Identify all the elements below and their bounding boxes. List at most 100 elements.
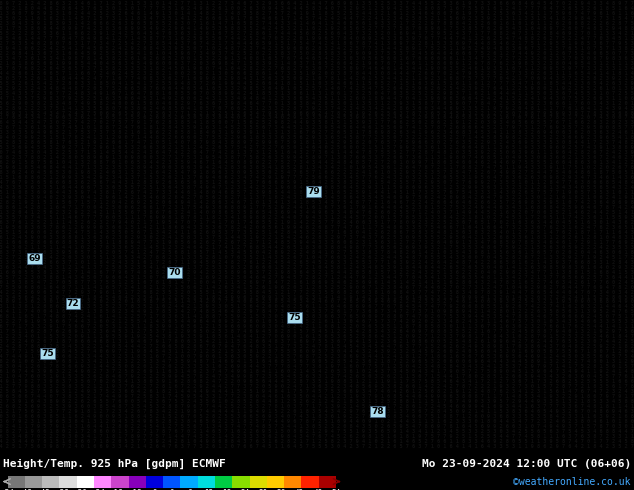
Text: 8 4 4 5 6 1 4 4 8 4 4 9 4 2 2 1 0 4 7 6 0 5 1 9 1 5 3 5 3 6 2 8 4 6 7 9 2 2 2 2 : 8 4 4 5 6 1 4 4 8 4 4 9 4 2 2 1 0 4 7 6 …	[0, 374, 634, 379]
Text: 7 8 2 6 6 4 2 7 9 6 8 9 3 5 4 9 1 3 8 2 7 3 9 8 3 7 3 5 6 7 0 2 6 5 4 1 3 8 0 3 : 7 8 2 6 6 4 2 7 9 6 8 9 3 5 4 9 1 3 8 2 …	[0, 379, 634, 384]
Text: 1 7 3 1 8 1 2 1 1 0 1 2 1 5 6 3 3 4 8 7 0 2 2 2 5 3 0 3 4 1 7 1 8 1 7 8 9 7 7 5 : 1 7 3 1 8 1 2 1 1 0 1 2 1 5 6 3 3 4 8 7 …	[0, 434, 634, 439]
Text: 2 0 5 8 1 3 9 4 2 3 3 1 6 5 5 5 0 2 1 1 6 1 6 2 1 1 4 5 7 1 5 7 3 1 1 1 8 3 4 7 : 2 0 5 8 1 3 9 4 2 3 3 1 6 5 5 5 0 2 1 1 …	[0, 16, 634, 21]
Text: -30: -30	[74, 489, 87, 490]
Text: 9 3 5 9 5 3 4 1 1 0 8 6 2 2 6 8 2 3 7 8 8 2 1 4 2 8 0 5 8 9 6 9 1 3 0 9 8 0 0 3 : 9 3 5 9 5 3 4 1 1 0 8 6 2 2 6 8 2 3 7 8 …	[0, 155, 634, 160]
Text: 2 2 2 4 2 0 1 8 1 1 4 2 9 8 3 4 3 0 2 1 1 5 1 1 4 4 1 0 2 2 7 8 3 3 6 5 2 1 4 5 : 2 2 2 4 2 0 1 8 1 1 4 2 9 8 3 4 3 0 2 1 …	[0, 245, 634, 250]
Bar	[267, 475, 284, 488]
Text: 2 1 6 2 6 1 8 7 1 0 1 7 2 5 4 7 4 4 9 1 7 1 4 8 6 6 2 3 3 4 4 3 3 2 3 1 8 5 1 6 : 2 1 6 2 6 1 8 7 1 0 1 7 2 5 4 7 4 4 9 1 …	[0, 354, 634, 359]
Text: 3 8 6 2 7 3 7 2 5 3 2 8 2 1 3 6 7 9 2 3 1 5 9 6 5 3 8 4 1 3 1 2 0 4 5 3 4 9 6 5 : 3 8 6 2 7 3 7 2 5 3 2 8 2 1 3 6 7 9 2 3 …	[0, 419, 634, 424]
Text: 6 1 3 6 1 3 6 7 4 9 8 4 1 7 2 7 5 3 5 4 8 2 8 0 7 8 3 1 7 7 3 4 7 2 5 4 2 7 3 8 : 6 1 3 6 1 3 6 7 4 9 8 4 1 7 2 7 5 3 5 4 …	[0, 41, 634, 46]
Text: 7 6 2 1 3 7 6 6 7 2 3 0 8 5 2 1 6 6 6 2 8 6 6 6 8 8 5 3 3 7 5 1 1 8 8 9 4 7 7 3 : 7 6 2 1 3 7 6 6 7 2 3 0 8 5 2 1 6 6 6 2 …	[0, 240, 634, 245]
Text: 1 3 3 4 2 2 5 1 6 9 4 8 1 0 6 7 7 1 7 3 3 2 9 1 7 5 6 6 7 2 0 5 3 1 2 3 1 1 8 3 : 1 3 3 4 2 2 5 1 6 9 4 8 1 0 6 7 7 1 7 3 …	[0, 324, 634, 329]
Text: 7 1 1 8 7 8 6 3 8 2 2 8 6 8 1 9 5 6 8 3 6 5 7 8 6 1 2 9 9 9 0 3 6 6 1 5 1 4 2 1 : 7 1 1 8 7 8 6 3 8 2 2 8 6 8 1 9 5 6 8 3 …	[0, 225, 634, 230]
Text: 1 3 2 9 3 7 3 1 8 0 1 3 6 3 1 3 2 0 4 1 2 5 6 2 3 2 9 2 2 4 2 1 1 5 5 6 7 3 8 6 : 1 3 2 9 3 7 3 1 8 0 1 3 6 3 1 3 2 0 4 1 …	[0, 210, 634, 215]
Text: 54: 54	[332, 489, 340, 490]
Bar	[77, 475, 94, 488]
Text: 9 4 8 4 8 1 1 8 9 3 3 4 3 2 8 2 6 1 0 6 3 6 1 9 6 8 1 3 3 4 2 1 3 2 3 2 2 5 3 3 : 9 4 8 4 8 1 1 8 9 3 3 4 3 2 8 2 6 1 0 6 …	[0, 359, 634, 364]
Text: -18: -18	[110, 489, 124, 490]
Bar	[25, 475, 42, 488]
Text: 3 2 2 1 2 0 7 2 6 5 7 9 3 1 6 0 2 1 8 0 4 4 6 2 8 6 4 3 7 6 3 3 0 1 1 0 1 7 7 7 : 3 2 2 1 2 0 7 2 6 5 7 9 3 1 6 0 2 1 8 0 …	[0, 6, 634, 11]
Text: 8 7 4 9 1 5 2 3 9 8 1 2 5 1 5 5 2 2 2 8 3 5 3 6 1 1 6 6 2 3 9 1 2 4 2 5 6 4 5 4 : 8 7 4 9 1 5 2 3 9 8 1 2 5 1 5 5 2 2 2 8 …	[0, 31, 634, 36]
Text: 30: 30	[259, 489, 268, 490]
Text: 2 4 5 4 7 2 6 7 7 7 8 1 6 9 5 2 9 2 3 2 4 3 4 8 4 4 8 7 2 0 5 7 5 2 6 6 5 8 7 6 : 2 4 5 4 7 2 6 7 7 7 8 1 6 9 5 2 9 2 3 2 …	[0, 86, 634, 91]
Text: 24: 24	[240, 489, 249, 490]
Text: -12: -12	[129, 489, 142, 490]
Text: 2 0 7 2 1 6 3 3 2 7 2 2 3 2 3 1 1 3 8 1 2 8 8 6 2 3 2 1 3 5 3 5 2 3 7 8 3 5 2 1 : 2 0 7 2 1 6 3 3 2 7 2 2 3 2 3 1 1 3 8 1 …	[0, 304, 634, 310]
Text: 9 2 8 3 4 4 2 9 8 9 9 6 4 7 0 7 4 6 3 3 0 4 3 2 2 5 3 7 1 5 1 4 5 5 4 4 2 4 3 6 : 9 2 8 3 4 4 2 9 8 9 9 6 4 7 0 7 4 6 3 3 …	[0, 150, 634, 155]
Text: 1 7 5 8 1 3 3 6 7 9 2 4 0 2 3 5 4 3 5 7 2 3 6 7 7 2 4 8 3 4 9 1 6 7 1 6 4 7 8 8 : 1 7 5 8 1 3 3 6 7 9 2 4 0 2 3 5 4 3 5 7 …	[0, 91, 634, 96]
Bar	[215, 475, 232, 488]
Text: -54: -54	[1, 489, 15, 490]
Text: 2 8 8 5 2 6 5 9 4 2 1 6 9 0 6 8 1 1 6 5 1 7 4 8 8 7 4 2 4 1 6 1 4 1 2 2 5 7 1 7 : 2 8 8 5 2 6 5 9 4 2 1 6 9 0 6 8 1 1 6 5 …	[0, 315, 634, 319]
Text: 0: 0	[169, 489, 174, 490]
Text: 4 6 6 3 2 2 5 8 8 3 2 7 6 4 3 1 7 5 3 8 6 8 4 4 8 9 9 7 4 2 3 8 3 6 8 9 9 5 4 9 : 4 6 6 3 2 2 5 8 8 3 2 7 6 4 3 1 7 5 3 8 …	[0, 26, 634, 31]
Bar	[198, 475, 215, 488]
Bar	[163, 475, 181, 488]
Text: 72: 72	[67, 299, 79, 308]
Text: 2 5 6 2 7 8 5 6 1 9 3 8 5 0 0 6 5 0 6 7 4 4 0 7 3 8 3 5 2 1 7 4 4 9 9 7 2 5 8 3 : 2 5 6 2 7 8 5 6 1 9 3 8 5 0 0 6 5 0 6 7 …	[0, 394, 634, 399]
Text: 7 8 8 9 9 9 1 1 3 5 1 7 5 5 1 2 1 7 5 6 2 3 3 7 7 2 9 1 8 1 2 7 2 3 4 2 6 7 8 3 : 7 8 8 9 9 9 1 1 3 5 1 7 5 5 1 2 1 7 5 6 …	[0, 409, 634, 414]
Bar	[42, 475, 60, 488]
Text: 9 0 7 9 8 9 5 1 7 5 5 3 5 1 6 1 6 7 4 4 3 9 6 3 2 2 4 9 6 2 7 3 7 2 5 8 2 6 9 1 : 9 0 7 9 8 9 5 1 7 5 5 3 5 1 6 1 6 7 4 4 …	[0, 369, 634, 374]
Text: 12: 12	[204, 489, 213, 490]
Text: 48: 48	[313, 489, 323, 490]
Text: 69: 69	[29, 254, 41, 263]
Bar	[232, 475, 250, 488]
Text: 5 1 5 6 0 4 7 2 4 4 3 8 7 1 9 8 2 7 1 9 6 6 1 8 0 2 1 7 2 8 6 0 0 1 5 7 2 7 1 7 : 5 1 5 6 0 4 7 2 4 4 3 8 7 1 9 8 2 7 1 9 …	[0, 429, 634, 434]
Text: 1 3 8 3 3 6 2 2 8 1 3 5 2 2 2 3 8 4 3 3 9 1 8 3 9 3 1 4 2 6 6 6 2 6 3 9 6 5 8 5 : 1 3 8 3 3 6 2 2 8 1 3 5 2 2 2 3 8 4 3 3 …	[0, 21, 634, 26]
Bar	[112, 475, 129, 488]
Bar	[319, 475, 336, 488]
Text: 0 5 1 8 8 2 6 5 7 4 2 5 1 5 2 6 7 1 3 6 1 5 6 3 7 4 5 1 0 1 8 8 7 2 4 7 6 1 8 1 : 0 5 1 8 8 2 6 5 7 4 2 5 1 5 2 6 7 1 3 6 …	[0, 125, 634, 130]
Text: 1 6 9 6 7 6 2 3 9 6 7 9 2 3 5 0 5 7 5 2 6 1 8 1 8 4 4 4 2 4 7 7 1 6 7 7 4 0 8 3 : 1 6 9 6 7 6 2 3 9 6 7 9 2 3 5 0 5 7 5 2 …	[0, 75, 634, 81]
Text: 1 6 6 6 0 3 2 7 8 2 6 1 2 1 2 6 8 2 5 6 9 5 2 5 3 9 3 6 0 3 8 5 4 8 7 3 5 4 5 3 : 1 6 6 6 0 3 2 7 8 2 6 1 2 1 2 6 8 2 5 6 …	[0, 404, 634, 409]
Text: 7 6 1 5 6 7 2 8 4 1 1 2 2 4 6 2 9 1 5 8 7 5 6 1 0 4 1 3 2 8 8 7 6 1 0 6 5 3 4 4 : 7 6 1 5 6 7 2 8 4 1 1 2 2 4 6 2 9 1 5 8 …	[0, 160, 634, 165]
Text: 6 4 0 1 8 1 5 7 2 6 1 2 3 9 2 1 8 1 8 6 5 6 6 1 9 9 8 5 4 4 0 4 5 6 3 4 5 4 9 6 : 6 4 0 1 8 1 5 7 2 6 1 2 3 9 2 1 8 1 8 6 …	[0, 61, 634, 66]
Text: 2 7 3 4 2 6 7 3 9 0 1 5 6 2 5 3 5 6 9 4 5 5 3 2 9 2 7 1 7 2 9 6 1 6 5 3 2 6 6 3 : 2 7 3 4 2 6 7 3 9 0 1 5 6 2 5 3 5 6 9 4 …	[0, 146, 634, 150]
Text: 4 7 5 0 5 5 8 3 5 4 4 1 8 8 5 5 1 5 4 6 0 6 2 6 5 2 4 7 5 1 4 3 5 5 0 5 6 7 1 3 : 4 7 5 0 5 5 8 3 5 4 4 1 8 8 5 5 1 5 4 6 …	[0, 230, 634, 235]
Text: -48: -48	[19, 489, 33, 490]
Text: 78: 78	[371, 407, 384, 416]
Text: 4 2 8 3 5 2 0 3 4 4 9 6 9 2 7 5 5 9 6 8 6 1 6 4 8 7 1 1 1 4 1 6 5 7 2 4 1 8 2 1 : 4 2 8 3 5 2 0 3 4 4 9 6 9 2 7 5 5 9 6 8 …	[0, 285, 634, 290]
Text: 7 7 3 5 5 4 6 2 9 1 7 5 2 6 1 7 5 1 1 6 2 8 7 6 2 6 9 1 3 2 3 6 4 5 3 1 2 7 5 3 : 7 7 3 5 5 4 6 2 9 1 7 5 2 6 1 7 5 1 1 6 …	[0, 329, 634, 334]
Text: -6: -6	[149, 489, 158, 490]
Text: 2 1 5 3 2 8 6 7 0 8 5 4 0 8 5 7 6 7 6 8 2 2 6 4 5 6 5 7 3 7 1 5 8 2 3 3 5 3 1 8 : 2 1 5 3 2 8 6 7 0 8 5 4 0 8 5 7 6 7 6 8 …	[0, 66, 634, 71]
Text: 3 5 5 2 1 2 3 0 6 2 3 3 4 7 1 3 6 0 7 9 5 9 3 3 1 0 2 4 4 2 5 2 3 2 6 4 6 1 4 9 : 3 5 5 2 1 2 3 0 6 2 3 3 4 7 1 3 6 0 7 9 …	[0, 11, 634, 16]
Text: 5 6 9 5 7 6 7 9 2 1 5 4 5 7 8 3 6 2 4 0 4 5 6 5 3 0 1 9 8 3 2 4 6 3 1 3 2 3 1 6 : 5 6 9 5 7 6 7 9 2 1 5 4 5 7 8 3 6 2 4 0 …	[0, 170, 634, 175]
Text: 8 3 7 1 2 1 0 8 6 5 4 5 5 7 5 6 2 9 0 3 8 2 1 3 4 8 7 4 9 5 8 2 4 0 0 6 1 5 6 0 : 8 3 7 1 2 1 0 8 6 5 4 5 5 7 5 6 2 9 0 3 …	[0, 100, 634, 105]
Text: 2 8 4 5 9 3 7 3 7 5 2 3 3 1 0 3 0 1 6 6 6 3 8 5 1 1 6 2 4 9 0 0 9 5 1 8 8 4 5 2 : 2 8 4 5 9 3 7 3 7 5 2 3 3 1 0 3 0 1 6 6 …	[0, 414, 634, 419]
Text: 9 9 3 4 1 4 5 2 5 8 0 2 2 1 1 5 1 6 8 8 6 2 1 2 9 9 3 3 4 2 9 2 3 4 1 3 7 1 5 3 : 9 9 3 4 1 4 5 2 5 8 0 2 2 1 1 5 1 6 8 8 …	[0, 175, 634, 180]
Text: -24: -24	[92, 489, 106, 490]
Text: 8 5 0 1 2 9 2 4 8 9 2 0 1 1 2 5 8 4 5 2 7 5 8 9 3 1 2 4 9 3 7 5 2 3 6 6 4 2 6 1 : 8 5 0 1 2 9 2 4 8 9 2 0 1 1 2 5 8 4 5 2 …	[0, 389, 634, 394]
Text: 9 8 3 0 5 4 6 4 1 2 8 0 6 2 4 4 2 6 6 1 3 6 6 5 7 1 1 6 6 7 2 4 6 2 4 5 2 3 2 8 : 9 8 3 0 5 4 6 4 1 2 8 0 6 2 4 4 2 6 6 1 …	[0, 71, 634, 76]
Text: 75: 75	[288, 313, 301, 321]
Bar	[146, 475, 163, 488]
Text: 1 6 0 6 2 6 7 6 0 6 9 2 2 7 1 6 6 0 5 5 3 8 1 3 7 2 7 1 4 1 6 7 7 9 6 7 4 8 5 8 : 1 6 0 6 2 6 7 6 0 6 9 2 2 7 1 6 6 0 5 5 …	[0, 270, 634, 275]
Text: 9 5 8 8 7 4 1 0 4 4 3 5 5 7 1 2 7 7 9 8 8 3 3 2 5 8 3 5 2 1 2 1 9 3 7 6 2 2 7 2 : 9 5 8 8 7 4 1 0 4 4 3 5 5 7 1 2 7 7 9 8 …	[0, 384, 634, 389]
Text: 2 1 1 5 7 5 7 5 7 9 3 1 1 5 5 2 8 9 2 2 2 3 7 5 1 4 1 3 3 5 5 8 0 7 0 3 8 6 2 4 : 2 1 1 5 7 5 7 5 7 9 3 1 1 5 5 2 8 9 2 2 …	[0, 105, 634, 111]
Text: 4 8 6 4 3 1 1 2 3 9 4 2 1 3 7 3 7 7 1 5 9 3 1 8 8 4 5 2 7 4 0 6 9 7 2 1 9 8 4 5 : 4 8 6 4 3 1 1 2 3 9 4 2 1 3 7 3 7 7 1 5 …	[0, 349, 634, 354]
Text: 0 5 8 6 3 5 7 4 7 3 3 5 4 9 4 3 3 5 3 6 3 3 5 1 6 4 4 6 6 7 3 3 6 5 5 5 7 2 5 1 : 0 5 8 6 3 5 7 4 7 3 3 5 4 9 4 3 3 5 3 6 …	[0, 185, 634, 190]
Text: 3 6 4 6 0 1 5 2 6 3 8 7 4 7 2 4 2 8 7 8 8 9 2 8 5 4 5 3 2 2 1 4 8 5 4 4 4 2 7 2 : 3 6 4 6 0 1 5 2 6 3 8 7 4 7 2 4 2 8 7 8 …	[0, 344, 634, 349]
Text: 5 3 1 2 1 1 8 0 5 9 3 4 6 3 4 7 6 7 9 3 6 5 6 6 6 8 3 6 2 5 6 7 4 4 3 1 2 8 3 9 : 5 3 1 2 1 1 8 0 5 9 3 4 6 3 4 7 6 7 9 3 …	[0, 180, 634, 185]
Text: 0 7 3 1 4 8 0 1 3 6 4 8 0 3 3 3 4 7 3 6 1 5 3 4 1 9 8 7 8 1 4 3 8 2 2 6 1 6 2 6 : 0 7 3 1 4 8 0 1 3 6 4 8 0 3 3 3 4 7 3 6 …	[0, 56, 634, 61]
Text: 7 3 1 5 1 3 9 9 7 3 6 6 3 5 0 2 4 1 1 7 9 5 7 9 1 4 3 1 6 4 4 1 2 8 0 2 2 4 5 4 : 7 3 1 5 1 3 9 9 7 3 6 6 3 5 0 2 4 1 1 7 …	[0, 424, 634, 429]
Text: 8 9 6 7 7 4 6 1 6 9 1 7 8 2 4 8 9 1 3 6 2 3 0 1 5 6 5 7 3 2 0 2 3 2 0 1 6 5 8 7 : 8 9 6 7 7 4 6 1 6 9 1 7 8 2 4 8 9 1 3 6 …	[0, 299, 634, 304]
Text: 3 2 5 2 5 3 2 1 2 0 3 8 7 3 5 5 7 2 2 3 0 3 8 8 1 4 3 4 5 0 7 9 6 6 4 3 1 5 0 7 : 3 2 5 2 5 3 2 1 2 0 3 8 7 3 5 5 7 2 2 3 …	[0, 274, 634, 280]
Text: 2 8 5 3 5 0 9 4 7 1 4 4 8 5 4 2 3 4 4 0 7 8 1 5 1 6 2 6 6 7 1 8 2 0 5 3 7 7 3 9 : 2 8 5 3 5 0 9 4 7 1 4 4 8 5 4 2 3 4 4 0 …	[0, 439, 634, 444]
Text: 36: 36	[276, 489, 286, 490]
Text: Height/Temp. 925 hPa [gdpm] ECMWF: Height/Temp. 925 hPa [gdpm] ECMWF	[3, 459, 226, 469]
Text: 9 8 0 2 0 7 5 4 5 2 5 0 5 6 6 3 7 6 1 2 5 2 1 1 1 4 5 2 6 2 3 2 7 9 4 0 2 1 7 1 : 9 8 0 2 0 7 5 4 5 2 5 0 5 6 6 3 7 6 1 2 …	[0, 220, 634, 225]
Bar	[60, 475, 77, 488]
Text: 3 6 2 6 4 6 4 3 2 2 6 1 1 2 2 7 3 9 1 6 4 3 8 9 8 2 2 6 2 6 5 5 7 6 0 0 5 4 2 3 : 3 6 2 6 4 6 4 3 2 2 6 1 1 2 2 7 3 9 1 6 …	[0, 399, 634, 404]
Bar	[284, 475, 301, 488]
Text: 9 1 1 9 2 1 9 8 6 5 8 6 6 7 6 4 3 4 4 3 4 7 3 0 2 2 7 4 2 7 0 2 7 5 7 7 9 1 7 6 : 9 1 1 9 2 1 9 8 6 5 8 6 6 7 6 4 3 4 4 3 …	[0, 121, 634, 125]
Text: 5 2 5 6 8 1 1 3 1 9 4 4 2 4 9 4 0 2 9 9 2 5 1 5 1 7 8 2 4 1 3 1 2 9 0 7 1 4 4 8 : 5 2 5 6 8 1 1 3 1 9 4 4 2 4 9 4 0 2 9 9 …	[0, 135, 634, 140]
Text: 4 3 5 5 1 3 3 7 3 7 4 6 1 8 4 2 2 2 3 6 9 6 5 4 7 7 2 9 3 7 9 6 1 5 1 7 2 6 8 2 : 4 3 5 5 1 3 3 7 3 7 4 6 1 8 4 2 2 2 3 6 …	[0, 290, 634, 294]
Text: 2 5 1 2 5 3 2 2 2 5 1 3 6 4 5 2 8 3 2 8 6 5 8 1 7 6 3 2 1 9 1 2 6 6 1 7 4 7 1 0 : 2 5 1 2 5 3 2 2 2 5 1 3 6 4 5 2 8 3 2 8 …	[0, 140, 634, 146]
Text: 5 2 0 7 1 1 8 9 5 3 7 2 4 3 8 8 6 1 4 2 8 1 1 6 4 7 1 7 0 0 4 2 5 0 0 6 2 6 6 1 : 5 2 0 7 1 1 8 9 5 3 7 2 4 3 8 8 6 1 4 2 …	[0, 205, 634, 210]
Text: 3 2 6 2 6 2 3 3 6 4 3 7 5 2 8 3 0 4 1 2 6 1 7 8 5 6 6 9 3 1 4 4 2 5 0 8 2 0 1 2 : 3 2 6 2 6 2 3 3 6 4 3 7 5 2 8 3 0 4 1 2 …	[0, 364, 634, 369]
Text: 42: 42	[295, 489, 304, 490]
Text: 4 4 7 3 6 3 0 3 9 4 1 6 9 8 5 3 5 7 8 7 4 1 5 1 1 4 6 7 7 7 7 6 0 5 1 1 1 7 6 9 : 4 4 7 3 6 3 0 3 9 4 1 6 9 8 5 3 5 7 8 7 …	[0, 215, 634, 220]
Text: 3 9 8 5 1 1 1 1 9 2 6 5 5 2 5 5 5 2 6 1 5 4 2 7 2 8 8 3 3 1 8 5 0 4 1 5 4 1 7 2 : 3 9 8 5 1 1 1 1 9 2 6 5 5 2 5 5 5 2 6 1 …	[0, 81, 634, 86]
Bar	[181, 475, 198, 488]
